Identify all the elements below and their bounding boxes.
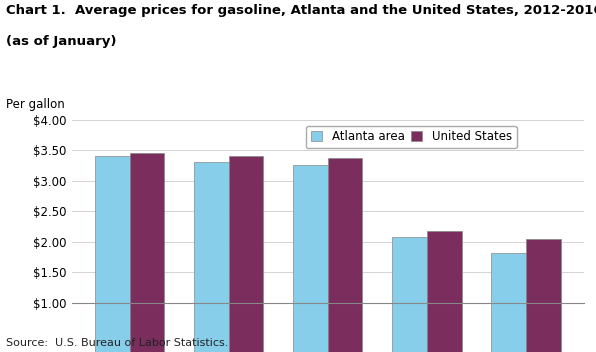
Bar: [129, 153, 164, 352]
Bar: [427, 231, 462, 352]
Bar: [194, 162, 229, 352]
Text: Chart 1.  Average prices for gasoline, Atlanta and the United States, 2012-2016: Chart 1. Average prices for gasoline, At…: [6, 4, 596, 17]
Text: (as of January): (as of January): [6, 35, 116, 48]
Bar: [293, 165, 328, 352]
Text: Per gallon: Per gallon: [6, 98, 65, 111]
Text: Source:  U.S. Bureau of Labor Statistics.: Source: U.S. Bureau of Labor Statistics.: [6, 339, 228, 348]
Bar: [328, 157, 362, 352]
Bar: [491, 253, 526, 352]
Legend: Atlanta area, United States: Atlanta area, United States: [306, 126, 517, 148]
Bar: [95, 156, 129, 352]
Bar: [392, 238, 427, 352]
Bar: [526, 239, 561, 352]
Bar: [229, 156, 263, 352]
